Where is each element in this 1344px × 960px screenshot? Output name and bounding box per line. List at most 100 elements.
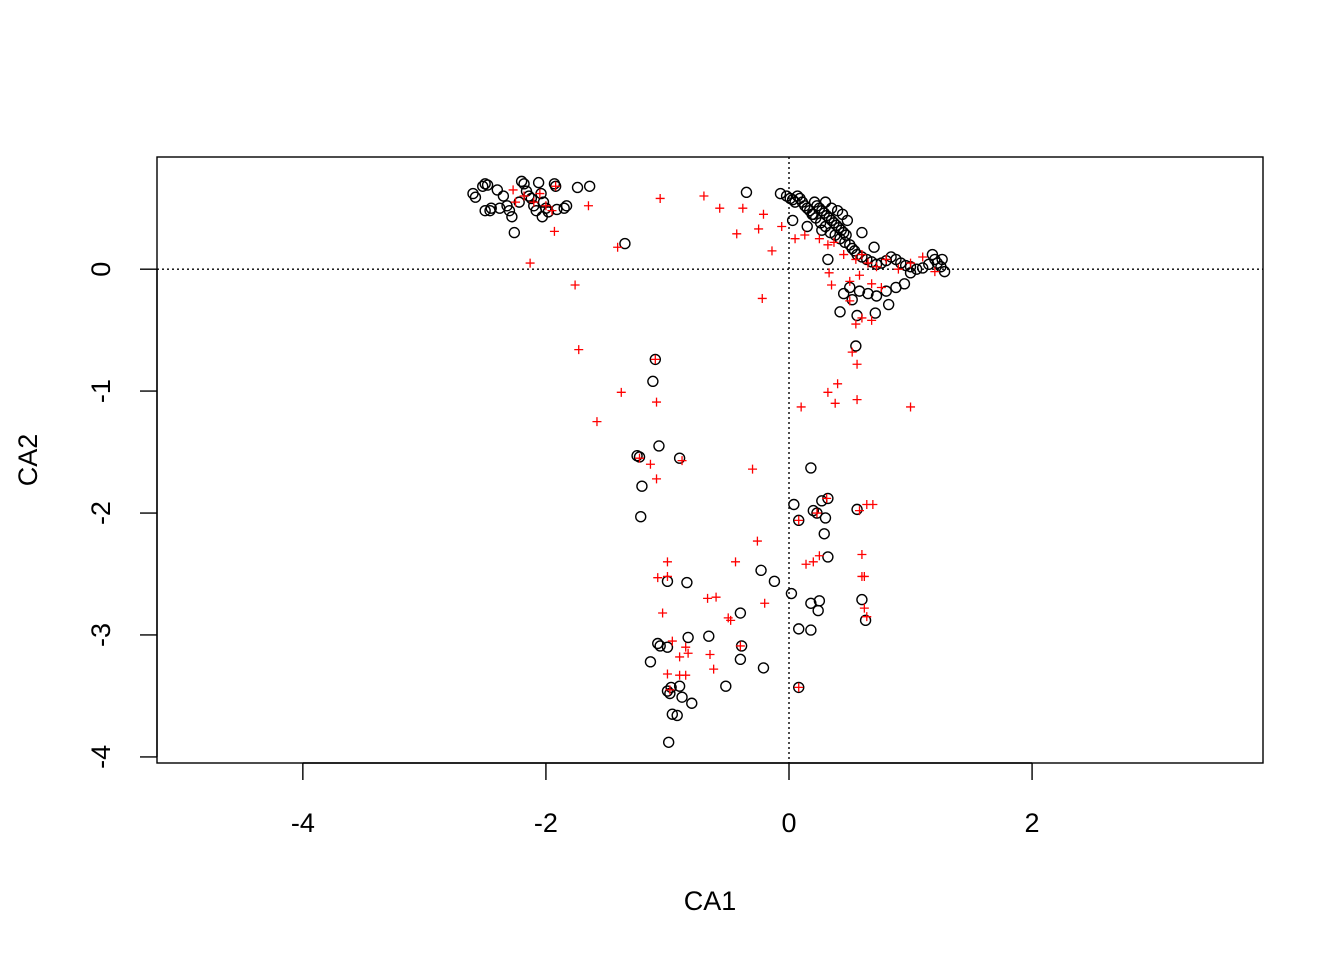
plus-point [790,234,800,244]
circle-point [654,640,666,652]
plus-point [859,603,869,613]
plus-point [635,453,645,463]
circle-point [819,512,832,524]
plus-point [752,536,762,546]
plus-point [800,230,810,240]
circle-point [801,220,813,233]
circle-point [653,440,665,452]
circle-point [686,697,698,709]
circle-point [768,575,781,588]
plus-point [906,402,916,412]
plus-point [857,549,867,559]
circle-point [904,267,917,279]
circle-point [481,179,494,191]
plus-point [754,224,764,234]
plus-point [881,254,891,264]
circle-point [525,192,538,205]
circle-point [846,293,858,306]
x-axis-label: CA1 [684,886,737,916]
plus-point [812,508,822,518]
plus-point [662,669,672,679]
plus-point [681,642,691,652]
circle-point [774,187,787,200]
plus-point [511,197,521,207]
plus-point [652,397,662,407]
plus-point [738,203,748,213]
circle-point [583,180,596,192]
circle-point [757,662,770,674]
circle-point [890,281,902,294]
plus-point [824,268,834,278]
plus-point [662,557,672,567]
circle-point [811,507,823,519]
circle-point [676,691,688,703]
y-axis-label: CA2 [13,434,43,487]
plus-point [822,493,832,503]
plus-point [731,557,741,567]
circle-point [793,681,805,694]
plus-point [868,500,878,510]
plus-point [715,203,725,213]
x-tick-label: 2 [1025,808,1040,838]
plus-point [758,209,768,219]
plus-point [705,649,715,659]
y-tick-label: -3 [86,623,116,647]
circle-point [508,226,521,239]
circle-point [649,353,662,366]
plus-point [681,670,691,680]
plus-point [814,234,824,244]
plus-point [854,270,864,280]
plus-point [839,250,849,260]
plus-point [652,474,662,484]
circle-point [644,656,657,668]
plus-point [650,354,660,364]
circle-point [740,186,753,199]
circle-point [816,224,828,236]
circle-point [652,637,664,650]
circle-point [537,196,550,208]
circle-point [734,653,747,666]
reference-lines [157,157,1263,763]
plus-point [851,319,861,329]
plus-point [677,456,687,466]
circle-point [560,200,573,212]
circle-point [862,287,874,300]
plus-point [658,608,668,618]
circle-point [856,226,868,239]
plus-point [830,398,840,408]
x-tick-label: 0 [781,808,796,838]
plus-point [529,197,539,207]
circle-point [805,624,817,636]
plus-point [833,379,843,389]
plus-point [703,593,713,603]
plus-point [893,264,903,274]
circle-point [661,641,674,653]
circle-point [805,597,817,609]
circle-point [793,514,805,527]
y-axis: 0 -1 -2 -3 -4 [86,262,158,769]
plus-point [794,682,804,692]
plus-point [675,652,685,662]
plus-point [547,206,557,216]
circle-point [825,202,838,214]
plus-point [906,258,916,268]
circle-point [837,287,850,300]
circle-point [479,204,491,217]
plus-point [857,313,867,323]
plus-point [726,615,736,625]
circle-point [682,631,694,644]
plus-point [508,185,518,195]
plus-point [794,515,804,525]
circle-point [786,214,799,227]
plus-point [867,315,877,325]
circle-point [506,211,518,223]
plus-point [823,387,833,397]
plus-point [829,237,839,247]
plus-point [859,571,869,581]
plus-point [872,262,882,272]
series-plus-markers [508,181,940,695]
plus-point [930,267,940,277]
circle-point [850,340,862,352]
circle-point [822,253,834,266]
y-tick-label: -2 [86,501,116,525]
